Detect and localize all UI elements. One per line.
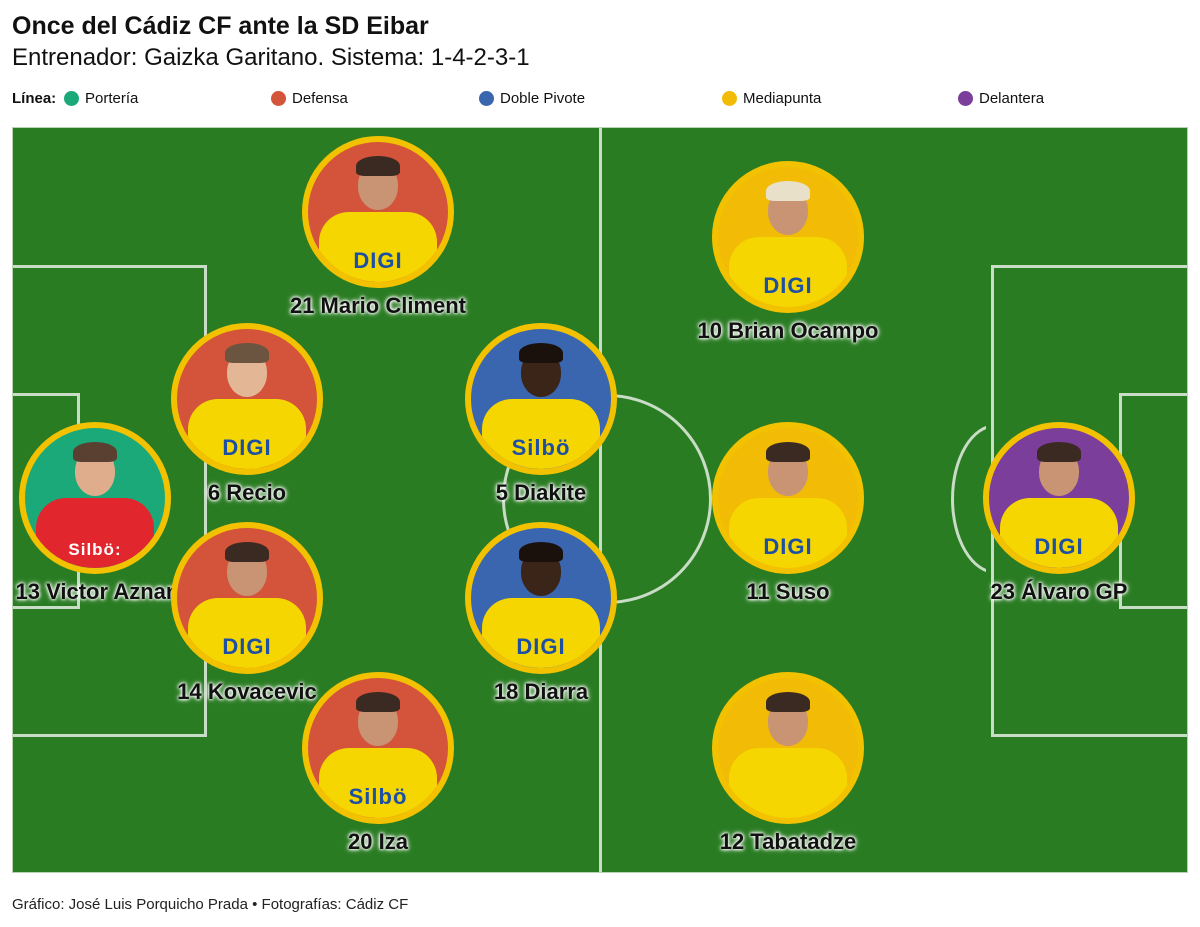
legend-item-doble-pivote: Doble Pivote	[479, 90, 585, 107]
circle-icon	[64, 91, 79, 106]
player-photo: Silbö	[302, 672, 454, 824]
player-card: DIGI 10 Brian Ocampo	[668, 161, 908, 344]
circle-icon	[479, 91, 494, 106]
player-photo: DIGI	[712, 161, 864, 313]
player-photo: DIGI	[171, 323, 323, 475]
circle-icon	[722, 91, 737, 106]
player-photo: DIGI	[465, 522, 617, 674]
player-card: DIGI 23 Álvaro GP	[939, 422, 1179, 605]
legend-title: Línea:	[12, 90, 57, 107]
player-card: DIGI 14 Kovacevic	[127, 522, 367, 705]
player-card: Silbö 20 Iza	[258, 672, 498, 855]
sponsor-text: DIGI	[763, 273, 813, 298]
left-penalty-area	[13, 265, 207, 737]
sponsor-text: DIGI	[222, 634, 272, 659]
legend-label: Defensa	[292, 90, 348, 107]
player-name: 5 Diakite	[495, 480, 587, 505]
player-photo: Silbö:	[19, 422, 171, 574]
chart-subtitle: Entrenador: Gaizka Garitano. Sistema: 1-…	[12, 44, 530, 71]
player-card: DIGI 11 Suso	[668, 422, 908, 605]
football-pitch: DIGI 21 Mario Climent DIGI 10 Brian Ocam…	[12, 127, 1188, 873]
legend-label: Portería	[85, 90, 139, 107]
legend-item-defensa: Defensa	[271, 90, 348, 107]
player-name: 12 Tabatadze	[719, 829, 857, 854]
player-name: 23 Álvaro GP	[990, 579, 1128, 604]
player-name: 21 Mario Climent	[289, 293, 467, 318]
sponsor-text: Silbö:	[68, 540, 122, 559]
legend: Línea: Portería Defensa Doble Pivote Med…	[12, 90, 1192, 112]
circle-icon	[271, 91, 286, 106]
chart-title: Once del Cádiz CF ante la SD Eibar	[12, 12, 429, 40]
player-name: 18 Diarra	[493, 679, 589, 704]
player-card: DIGI 6 Recio	[127, 323, 367, 506]
player-name: 14 Kovacevic	[177, 679, 317, 704]
sponsor-text: DIGI	[763, 534, 813, 559]
player-photo	[712, 672, 864, 824]
sponsor-text: DIGI	[516, 634, 566, 659]
player-card: DIGI 21 Mario Climent	[258, 136, 498, 319]
player-name: 10 Brian Ocampo	[697, 318, 879, 343]
player-photo: DIGI	[983, 422, 1135, 574]
sponsor-text: DIGI	[1034, 534, 1084, 559]
legend-item-mediapunta: Mediapunta	[722, 90, 821, 107]
player-name: 11 Suso	[746, 579, 830, 604]
credit-line: Gráfico: José Luis Porquicho Prada • Fot…	[12, 896, 409, 913]
sponsor-text: Silbö	[348, 784, 408, 809]
player-card: Silbö: 13 Victor Aznar	[13, 422, 215, 605]
sponsor-text: DIGI	[222, 435, 272, 460]
player-card: Silbö 5 Diakite	[421, 323, 661, 506]
legend-label: Doble Pivote	[500, 90, 586, 107]
legend-item-delantera: Delantera	[958, 90, 1044, 107]
legend-label: Mediapunta	[743, 90, 822, 107]
player-name: 13 Victor Aznar	[15, 579, 175, 604]
legend-item-porteria: Portería	[64, 90, 138, 107]
player-name: 20 Iza	[348, 829, 408, 854]
player-photo: DIGI	[712, 422, 864, 574]
circle-icon	[958, 91, 973, 106]
player-photo: DIGI	[302, 136, 454, 288]
sponsor-text: DIGI	[353, 248, 403, 273]
player-name: 6 Recio	[207, 480, 287, 505]
player-card: 12 Tabatadze	[668, 672, 908, 855]
player-photo: Silbö	[465, 323, 617, 475]
player-photo: DIGI	[171, 522, 323, 674]
legend-label: Delantera	[979, 90, 1045, 107]
player-card: DIGI 18 Diarra	[421, 522, 661, 705]
sponsor-text: Silbö	[511, 435, 571, 460]
